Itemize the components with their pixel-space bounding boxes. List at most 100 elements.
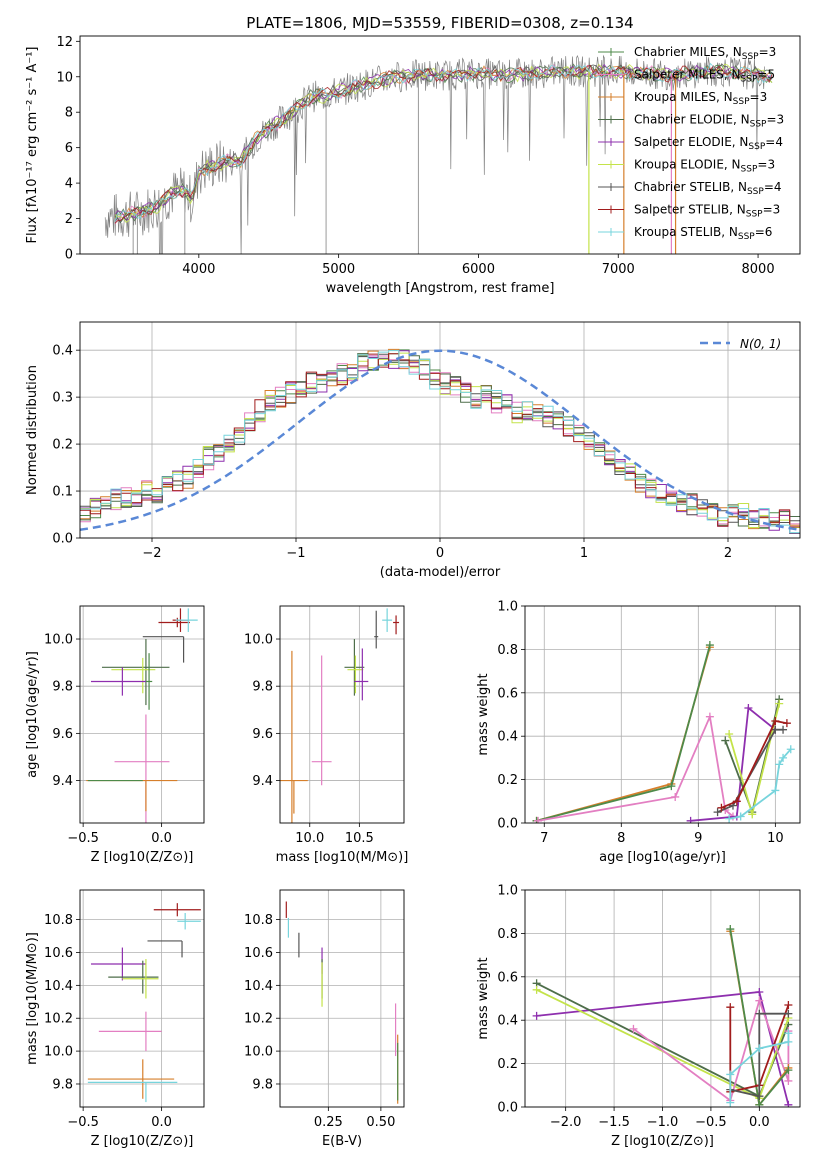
legend-label: Salpeter STELIB, NSSP=3 — [634, 203, 780, 220]
x-axis-label: age [log10(age/yr)] — [599, 850, 726, 865]
plot-area — [280, 608, 400, 823]
series-marker — [779, 753, 788, 762]
plot-area — [532, 641, 795, 823]
series-marker — [667, 782, 676, 791]
y-tick-label: 9.8 — [52, 1077, 73, 1092]
y-tick-label: 0.2 — [497, 773, 518, 788]
x-tick-label: −0.5 — [67, 1115, 99, 1130]
error-bar-point — [311, 655, 332, 786]
y-tick-label: 0.3 — [52, 391, 73, 406]
x-tick-label: 7000 — [602, 262, 635, 277]
model-spectrum-kroupa-elodie — [114, 63, 773, 224]
y-axis-label: Normed distribution — [25, 365, 40, 495]
series-marker — [534, 816, 543, 823]
series-line-salpeter-stelib — [721, 719, 788, 809]
x-tick-label: −1 — [286, 546, 305, 561]
legend-label: Kroupa MILES, NSSP=3 — [634, 90, 767, 107]
series-marker — [755, 996, 764, 1005]
x-tick-label: 4000 — [182, 262, 215, 277]
x-axis-label: mass [log10(M/M⊙)] — [276, 850, 409, 865]
y-axis-label: age [log10(age/yr)] — [25, 651, 40, 778]
legend-label: Chabrier MILES, NSSP=3 — [634, 45, 776, 62]
x-tick-label: 8 — [617, 831, 625, 846]
x-tick-label: −0.5 — [695, 1115, 727, 1130]
x-tick-label: −1.5 — [598, 1115, 630, 1130]
histogram-kroupa-stelib — [80, 350, 800, 534]
y-tick-label: 10.8 — [244, 913, 273, 928]
series-marker — [779, 725, 788, 734]
y-tick-label: 10.8 — [44, 913, 73, 928]
series-marker — [736, 812, 745, 821]
series-marker — [744, 703, 753, 712]
error-bar-point — [86, 779, 178, 812]
y-tick-label: 6 — [65, 141, 73, 156]
y-tick-label: 10.0 — [244, 633, 273, 648]
y-tick-label: 9.4 — [52, 774, 73, 789]
y-tick-label: 8 — [65, 106, 73, 121]
y-tick-label: 0.4 — [497, 730, 518, 745]
model-spectrum-kroupa-stelib — [114, 62, 773, 222]
series-marker — [784, 1009, 793, 1018]
series-marker — [532, 1011, 541, 1020]
x-tick-label: 6000 — [462, 262, 495, 277]
series-marker — [755, 1100, 764, 1107]
x-tick-label: 10.5 — [345, 831, 374, 846]
x-axis-label: E(B-V) — [322, 1134, 362, 1149]
series-marker — [721, 736, 730, 745]
panel-spectrum: 4000 5000 6000 7000 8000 0 2 4 6 8 10 12 wavelength … — [25, 35, 801, 296]
series-line-chabrier-miles — [536, 644, 711, 822]
y-tick-label: 9.8 — [252, 680, 273, 695]
y-tick-label: 0.6 — [497, 686, 518, 701]
y-tick-label: 10.4 — [44, 979, 73, 994]
axes-frame — [79, 35, 801, 255]
y-tick-label: 10.6 — [44, 946, 73, 961]
x-tick-label: 0 — [436, 546, 444, 561]
plot-area — [104, 54, 773, 254]
model-spectrum-salpeter-stelib — [114, 64, 773, 224]
y-tick-label: 2 — [65, 212, 73, 227]
y-tick-label: 10.0 — [44, 633, 73, 648]
series-marker — [775, 699, 784, 708]
panel-mass-weight-vs-Z: −2.0 −1.5 −1.0 −0.5 0.0 0.0 0.2 0.4 0.6 0.8 1.0 Z [… — [476, 884, 801, 1149]
series-marker — [726, 1098, 735, 1107]
panel-age-vs-mass: 10.0 10.5 9.4 9.6 9.8 10.0 mass [log10(M/M⊙)] — [244, 605, 409, 865]
y-tick-label: 1.0 — [497, 600, 518, 615]
y-tick-label: 9.8 — [252, 1077, 273, 1092]
panel-mass-vs-ebv: 0.25 0.50 9.8 10.0 10.2 10.4 10.6 10.8 E(B-V) — [244, 889, 405, 1149]
series-marker — [771, 786, 780, 795]
x-tick-label: 0.25 — [314, 1115, 343, 1130]
y-tick-label: 12 — [56, 35, 73, 50]
y-tick-label: 10.6 — [244, 946, 273, 961]
error-bar-point — [108, 960, 159, 994]
error-bar-point — [177, 913, 201, 930]
spectrum-legend: Chabrier MILES, NSSP=3 Salpeter MILES, NS… — [598, 45, 784, 242]
error-bar-point — [347, 655, 364, 694]
y-tick-label: 1.0 — [497, 884, 518, 899]
x-tick-label: 8000 — [742, 262, 775, 277]
x-tick-label: 9 — [694, 831, 702, 846]
y-tick-label: 9.6 — [252, 727, 273, 742]
series-line-chabrier-elodie — [724, 699, 781, 816]
y-tick-label: 0.2 — [52, 438, 73, 453]
y-tick-label: 0.2 — [497, 1057, 518, 1072]
x-tick-label: 0.0 — [151, 1115, 172, 1130]
series-marker — [713, 808, 722, 817]
error-bar-point — [122, 959, 159, 999]
series-marker — [771, 717, 780, 726]
series-marker — [782, 719, 791, 728]
x-tick-label: 10 — [767, 831, 784, 846]
error-bar-point — [158, 617, 190, 628]
y-tick-label: 9.4 — [252, 774, 273, 789]
plot-area — [80, 348, 800, 534]
y-tick-label: 0 — [65, 248, 73, 263]
error-bar-point — [382, 608, 393, 632]
figure-title: PLATE=1806, MJD=53559, FIBERID=0308, z=0… — [246, 14, 633, 32]
error-bar-point — [175, 608, 198, 632]
y-tick-label: 10.2 — [244, 1012, 273, 1027]
series-marker — [686, 816, 695, 823]
legend-label: Chabrier ELODIE, NSSP=3 — [634, 113, 784, 130]
y-tick-label: 10.4 — [244, 979, 273, 994]
panel-residuals: −2 −1 0 1 2 0.0 0.1 0.2 0.3 0.4 (data-model)/error… — [25, 321, 801, 580]
series-line-kroupa-miles — [536, 646, 711, 822]
axes-frame — [524, 889, 801, 1108]
